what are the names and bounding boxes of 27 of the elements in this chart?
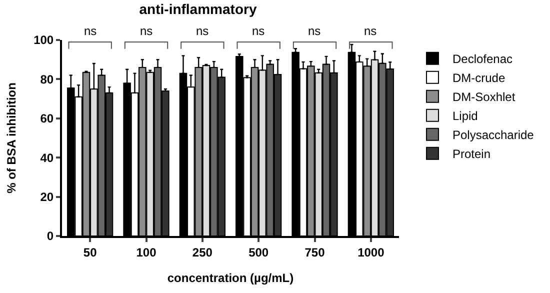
legend-label: DM-Soxhlet <box>452 90 516 104</box>
y-tick-label: 20 <box>40 190 54 204</box>
legend-label: DM-crude <box>452 71 506 86</box>
legend-label: Protein <box>452 147 491 162</box>
x-tick-label: 750 <box>304 245 326 260</box>
x-axis-title: concentration (µg/mL) <box>167 270 294 285</box>
text: ns <box>308 24 321 38</box>
x-tick-label: 250 <box>192 245 213 260</box>
text: ns <box>84 24 97 38</box>
chart-title: anti-inflammatory <box>139 1 257 18</box>
text: ns <box>252 24 265 38</box>
x-tick-label: 1000 <box>358 245 385 260</box>
y-axis-title: % of BSA inhibition <box>4 82 18 194</box>
text: ns <box>196 24 209 38</box>
x-tick-label: 500 <box>248 245 269 260</box>
y-tick-label: 40 <box>40 150 54 165</box>
legend-label: Polysaccharide <box>452 128 534 142</box>
legend-label: Lipid <box>452 109 478 124</box>
text: ns <box>364 24 377 38</box>
y-tick-label: 0 <box>46 229 54 244</box>
y-tick-label: 80 <box>40 72 54 86</box>
x-tick-label: 100 <box>136 245 157 260</box>
x-tick-label: 50 <box>83 245 98 260</box>
text: ns <box>140 24 153 38</box>
y-tick-label: 100 <box>34 33 54 48</box>
y-tick-label: 60 <box>40 112 54 126</box>
legend-label: Declofenac <box>452 52 513 66</box>
